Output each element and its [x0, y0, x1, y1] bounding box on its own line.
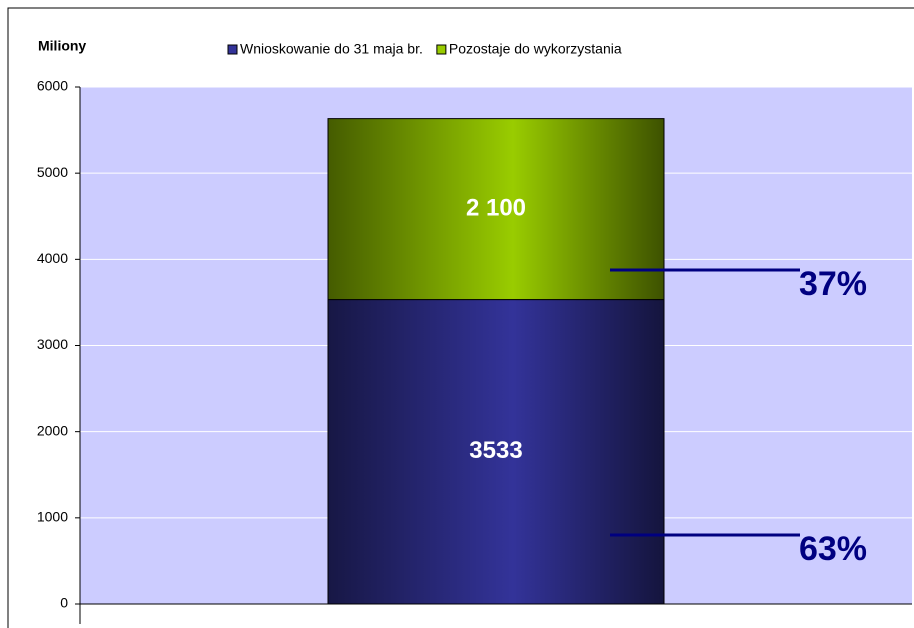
- legend-swatch: [227, 44, 238, 55]
- data-label: 2 100: [466, 194, 526, 221]
- y-tick-label: 1000: [37, 509, 68, 525]
- y-tick-label: 4000: [37, 250, 68, 266]
- data-label: 3533: [469, 437, 522, 464]
- annotation: 37%: [799, 265, 867, 303]
- annotation: 63%: [799, 530, 867, 568]
- y-tick-label: 2000: [37, 422, 68, 438]
- y-tick-label: 5000: [37, 164, 68, 180]
- legend-label: Pozostaje do wykorzystania: [449, 41, 622, 57]
- y-tick-label: 0: [60, 595, 68, 611]
- bar-shade: [327, 118, 665, 301]
- legend-label: Wnioskowanie do 31 maja br.: [240, 41, 423, 57]
- y-tick-label: 6000: [37, 78, 68, 94]
- bar-shade: [327, 299, 665, 605]
- y-tick-label: 3000: [37, 336, 68, 352]
- y-axis-label: Miliony: [38, 38, 86, 54]
- legend-swatch: [436, 44, 447, 55]
